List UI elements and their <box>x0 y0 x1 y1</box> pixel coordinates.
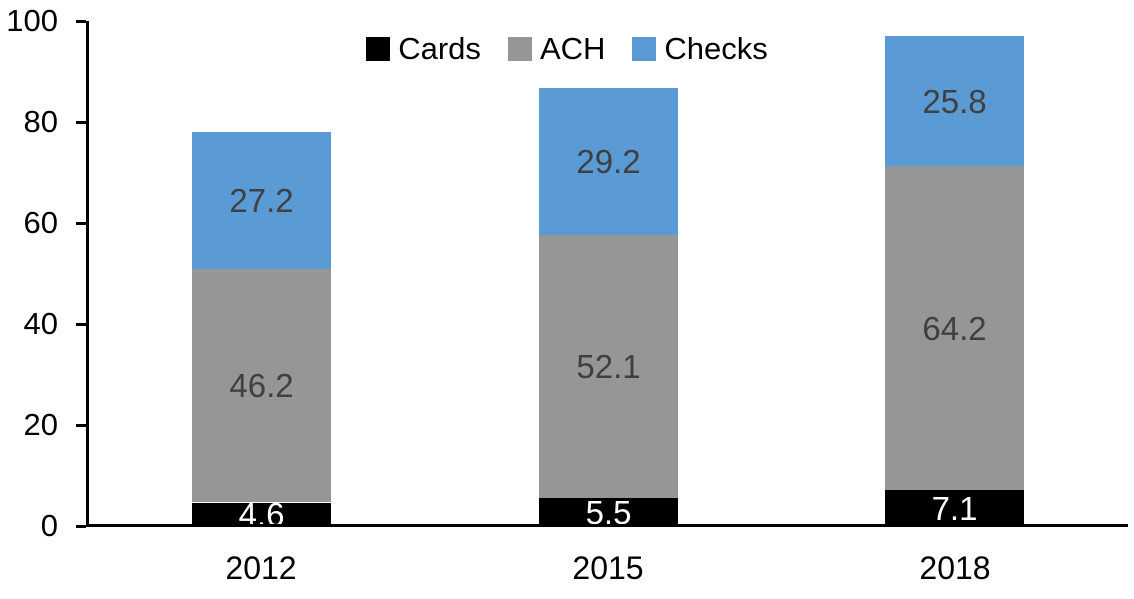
data-label: 25.8 <box>922 82 987 120</box>
legend-label: Checks <box>664 31 768 66</box>
legend-label: Cards <box>398 31 481 66</box>
y-tick-mark <box>76 20 86 23</box>
bar-segment-ach-2018: 64.2 <box>885 166 1024 490</box>
y-tick-mark <box>76 222 86 225</box>
y-tick-mark <box>76 121 86 124</box>
data-label: 27.2 <box>229 182 294 219</box>
x-tick-label: 2012 <box>225 550 297 586</box>
y-tick-label: 60 <box>23 205 58 240</box>
y-tick-label: 80 <box>23 104 58 139</box>
y-tick-label: 100 <box>6 3 58 38</box>
y-tick-label: 20 <box>23 407 58 442</box>
legend-item-ach: ACH <box>507 31 606 66</box>
data-label: 29.2 <box>576 143 641 180</box>
bar-segment-cards-2012: 4.6 <box>192 498 331 531</box>
legend-label: ACH <box>539 31 606 66</box>
data-label: 5.5 <box>585 493 632 531</box>
legend-swatch-icon <box>632 36 657 61</box>
bar-segment-cards-2018: 7.1 <box>885 490 1024 526</box>
legend-item-checks: Checks <box>632 31 768 66</box>
y-tick-mark <box>76 424 86 427</box>
data-label: 7.1 <box>931 489 978 527</box>
legend-item-cards: Cards <box>366 33 481 64</box>
bar-segment-cards-2015: 5.5 <box>539 493 678 531</box>
x-tick-label: 2015 <box>572 550 644 586</box>
y-tick-label: 0 <box>40 508 58 543</box>
data-label: 52.1 <box>576 348 641 385</box>
bar-segment-checks-2015: 29.2 <box>539 88 678 235</box>
y-tick-mark <box>76 525 86 528</box>
y-tick-label: 40 <box>23 306 58 341</box>
legend-swatch-icon <box>366 36 391 61</box>
y-axis-line <box>86 21 89 527</box>
data-label: 64.2 <box>922 309 987 347</box>
bar-segment-ach-2015: 52.1 <box>539 235 678 498</box>
y-tick-mark <box>76 323 86 326</box>
legend-swatch-icon <box>507 36 532 61</box>
x-axis-line <box>86 524 1128 527</box>
x-tick-label: 2018 <box>919 550 991 586</box>
bar-segment-checks-2018: 25.8 <box>885 36 1024 166</box>
bar-segment-checks-2012: 27.2 <box>192 132 331 269</box>
bar-segment-ach-2012: 46.2 <box>192 269 331 502</box>
data-label: 46.2 <box>229 367 294 404</box>
